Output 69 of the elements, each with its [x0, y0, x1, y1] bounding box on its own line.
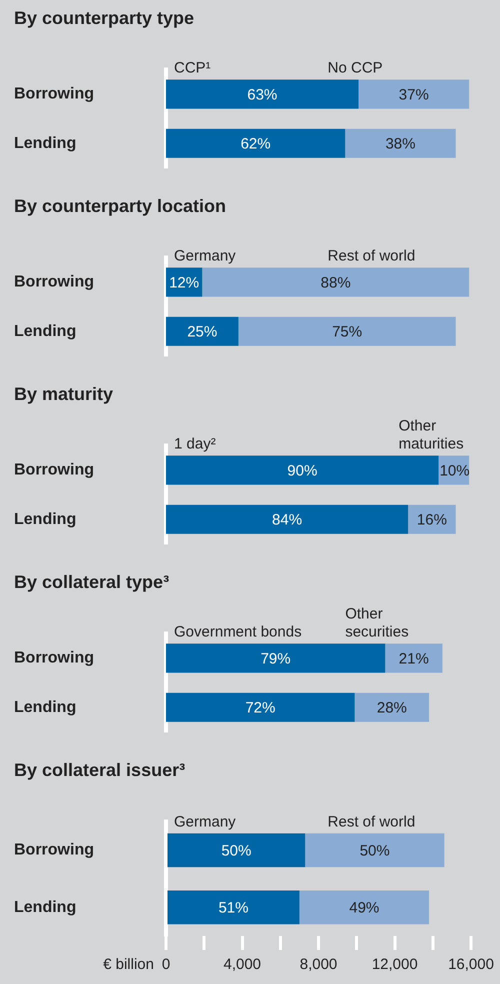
annotation: 51%	[218, 900, 248, 917]
bar	[166, 128, 346, 158]
bar	[408, 504, 456, 534]
chart-title: By counterparty location	[14, 196, 226, 216]
series-label: Germany	[174, 248, 236, 265]
y-tick-label: Lending	[14, 322, 76, 340]
annotation: 38%	[385, 136, 416, 153]
x-tick-label: 12,000	[372, 956, 418, 974]
bar	[166, 504, 408, 534]
y-tick-label: Lending	[14, 510, 76, 528]
y-tick-label: Lending	[14, 134, 76, 152]
y-tick-label: Borrowing	[14, 842, 94, 859]
annotation: 37%	[398, 86, 429, 104]
x-tick-label: 0	[162, 956, 170, 974]
bar	[166, 692, 355, 722]
bar	[358, 80, 470, 109]
x-tick-label: 8,000	[300, 956, 338, 974]
series-label: Rest of world	[328, 813, 416, 830]
annotation: 10%	[440, 462, 470, 480]
annotation: 12%	[169, 274, 200, 292]
chart-title: By collateral issuer³	[14, 760, 186, 780]
annotation: 50%	[360, 842, 390, 860]
annotation: 90%	[287, 462, 318, 480]
bar	[202, 268, 470, 297]
y-tick-label: Borrowing	[14, 274, 94, 291]
series-label: Germany	[174, 813, 236, 830]
bar	[166, 644, 386, 673]
annotation: 50%	[221, 842, 252, 860]
annotation: 63%	[247, 86, 278, 104]
chart-title: By counterparty type	[14, 8, 194, 28]
y-tick-label: Borrowing	[14, 650, 94, 667]
annotation: 84%	[272, 512, 302, 529]
annotation: 49%	[349, 900, 380, 917]
y-tick-label: Lending	[14, 698, 76, 716]
series-label: No CCP	[328, 60, 383, 77]
annotation: 21%	[398, 650, 429, 668]
series-label: Other maturities	[398, 418, 464, 453]
series-label: 1 day²	[174, 436, 216, 453]
bar	[166, 80, 359, 109]
bar	[385, 644, 442, 673]
annotation: 28%	[376, 700, 407, 717]
annotation: 16%	[416, 512, 447, 529]
bar	[166, 316, 238, 346]
y-tick-label: Borrowing	[14, 86, 94, 103]
annotation: 79%	[260, 650, 291, 668]
bar	[168, 890, 300, 924]
y-tick-label: Lending	[14, 898, 76, 916]
chart-title: By maturity	[14, 384, 114, 404]
annotation: 72%	[245, 700, 276, 717]
series-label: Other securities	[345, 606, 409, 641]
annotation: 88%	[320, 274, 351, 292]
bar	[305, 833, 444, 868]
annotation: 25%	[187, 324, 218, 341]
bar	[238, 316, 456, 346]
bar	[166, 456, 439, 485]
series-label: Government bonds	[174, 624, 302, 641]
bar	[345, 128, 456, 158]
y-tick-label: Borrowing	[14, 462, 94, 479]
bar	[299, 890, 430, 924]
series-label: Rest of world	[328, 248, 416, 265]
bar	[168, 833, 306, 868]
bar	[354, 692, 430, 722]
annotation: 62%	[240, 136, 271, 153]
chart-title: By collateral type³	[14, 572, 170, 592]
x-axis-title: € billion	[103, 956, 154, 974]
x-tick-label: 16,000	[448, 956, 494, 974]
series-label: CCP¹	[174, 60, 211, 77]
annotation: 75%	[332, 324, 362, 341]
x-tick-label: 4,000	[223, 956, 262, 974]
